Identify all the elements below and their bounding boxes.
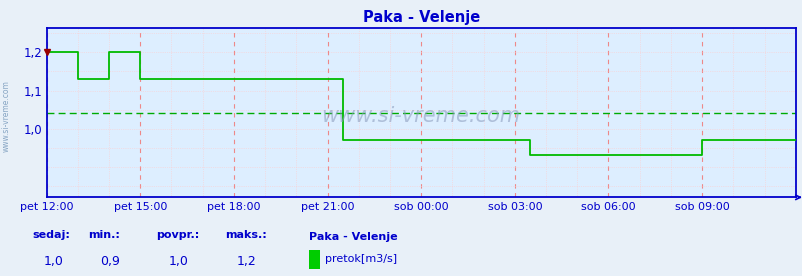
Text: 1,0: 1,0 bbox=[44, 255, 64, 268]
Text: min.:: min.: bbox=[88, 230, 120, 240]
Text: povpr.:: povpr.: bbox=[156, 230, 200, 240]
Text: sedaj:: sedaj: bbox=[32, 230, 70, 240]
Text: 1,2: 1,2 bbox=[237, 255, 257, 268]
Text: maks.:: maks.: bbox=[225, 230, 266, 240]
Text: www.si-vreme.com: www.si-vreme.com bbox=[322, 106, 520, 126]
Text: 1,0: 1,0 bbox=[168, 255, 188, 268]
Text: 0,9: 0,9 bbox=[100, 255, 120, 268]
Text: pretok[m3/s]: pretok[m3/s] bbox=[325, 254, 397, 264]
Title: Paka - Velenje: Paka - Velenje bbox=[362, 10, 480, 25]
Text: Paka - Velenje: Paka - Velenje bbox=[309, 232, 397, 242]
Text: www.si-vreme.com: www.si-vreme.com bbox=[2, 80, 11, 152]
